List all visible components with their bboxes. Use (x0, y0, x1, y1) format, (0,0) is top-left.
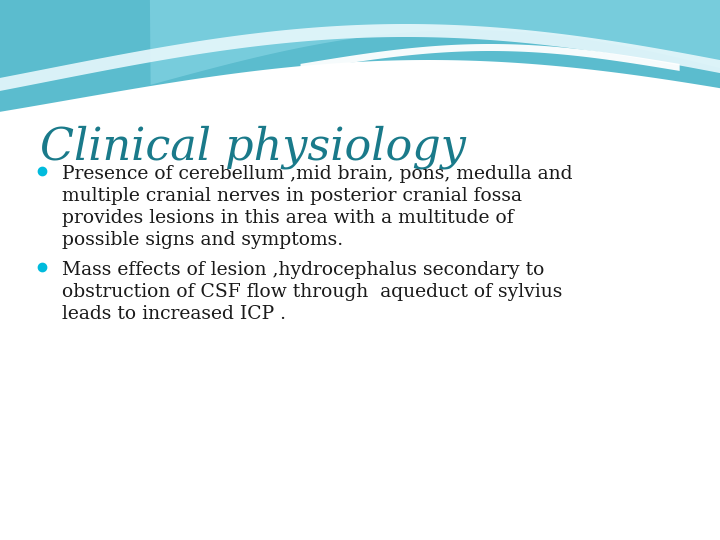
Text: provides lesions in this area with a multitude of: provides lesions in this area with a mul… (62, 209, 513, 227)
Text: multiple cranial nerves in posterior cranial fossa: multiple cranial nerves in posterior cra… (62, 187, 522, 205)
Text: Presence of cerebellum ,mid brain, pons, medulla and: Presence of cerebellum ,mid brain, pons,… (62, 165, 572, 183)
Text: possible signs and symptoms.: possible signs and symptoms. (62, 231, 343, 249)
Polygon shape (0, 0, 720, 85)
Text: obstruction of CSF flow through  aqueduct of sylvius: obstruction of CSF flow through aqueduct… (62, 283, 562, 301)
Polygon shape (0, 24, 720, 91)
Text: leads to increased ICP .: leads to increased ICP . (62, 305, 286, 323)
Polygon shape (0, 0, 720, 112)
Text: Mass effects of lesion ,hydrocephalus secondary to: Mass effects of lesion ,hydrocephalus se… (62, 261, 544, 279)
Text: Clinical physiology: Clinical physiology (40, 125, 466, 168)
Polygon shape (0, 44, 720, 540)
